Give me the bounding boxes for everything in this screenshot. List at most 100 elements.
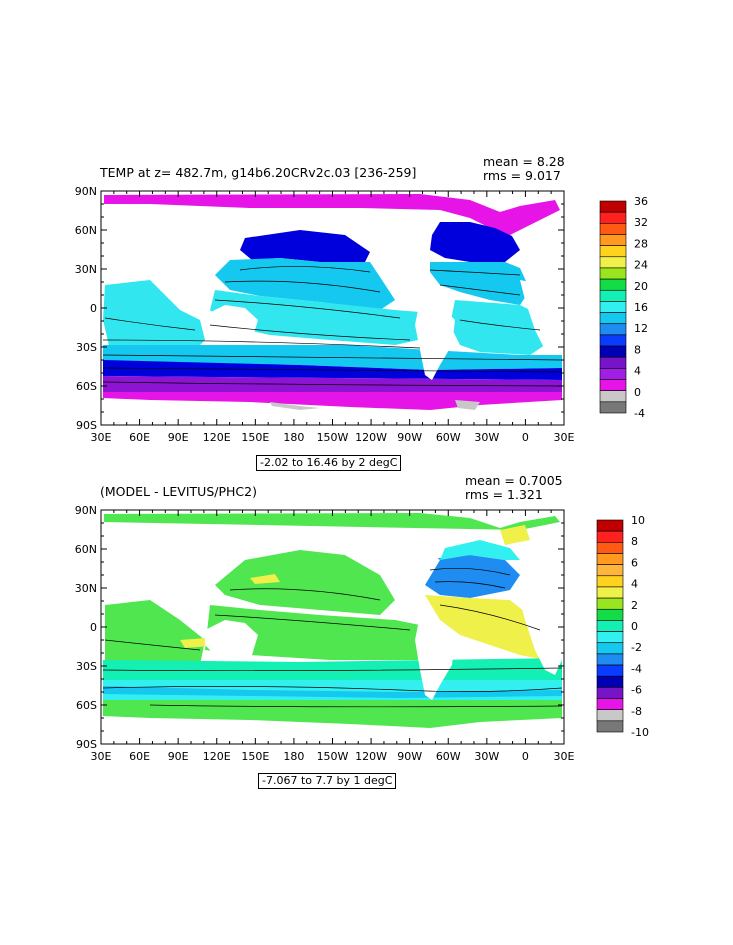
p2-tropical-pacific <box>205 605 420 660</box>
colorbar-swatch <box>599 289 627 302</box>
panel1-map <box>101 191 564 425</box>
lon-tick-label: 180 <box>283 750 304 763</box>
colorbar-swatch <box>599 234 627 246</box>
p2-indian-ocean <box>105 600 205 668</box>
colorbar-swatch <box>596 608 624 621</box>
p2-australia <box>205 620 258 660</box>
lat-tick-label: 60S <box>76 699 97 712</box>
panel1-mean: mean = 8.28 <box>483 154 565 169</box>
colorbar-label: 10 <box>631 514 645 527</box>
lon-tick-label: 90E <box>168 431 189 444</box>
colorbar-label: -10 <box>631 726 649 739</box>
lon-tick-label: 150E <box>241 750 269 763</box>
panel2-title: (MODEL - LEVITUS/PHC2) <box>100 484 257 499</box>
lat-tick-label: 90S <box>76 738 97 751</box>
colorbar-label: -8 <box>631 705 642 718</box>
lon-tick-label: 30W <box>474 750 499 763</box>
colorbar-swatch <box>599 267 627 280</box>
colorbar-label: 2 <box>631 599 638 612</box>
lat-tick-label: 60S <box>76 380 97 393</box>
lon-tick-label: 60E <box>129 431 150 444</box>
lat-tick-label: 60N <box>75 543 97 556</box>
colorbar-swatch <box>599 256 627 269</box>
lat-tick-label: 90N <box>75 504 97 517</box>
p1-antarctic-gray <box>270 402 320 410</box>
colorbar-label: -6 <box>631 684 642 697</box>
lon-tick-label: 180 <box>283 431 304 444</box>
colorbar-label: -2 <box>631 641 642 654</box>
panel1-colorbar: 36 32 28 24 20 16 12 8 4 0 -4 <box>599 195 648 420</box>
p2-atlantic-warm <box>425 595 545 660</box>
colorbar-label: 0 <box>631 620 638 633</box>
lon-tick-label: 30E <box>91 750 112 763</box>
colorbar-label: -4 <box>631 662 642 675</box>
lon-tick-label: 150W <box>317 750 349 763</box>
colorbar-swatch <box>599 301 627 313</box>
p2-africa <box>520 600 562 675</box>
colorbar-swatch <box>599 200 627 213</box>
lon-tick-label: 0 <box>522 750 529 763</box>
panel2-map <box>101 510 564 744</box>
colorbar-swatch <box>599 211 627 224</box>
colorbar-label: -4 <box>634 407 645 420</box>
p1-north-pacific-deep <box>240 230 370 262</box>
colorbar-swatch <box>599 323 627 336</box>
lat-tick-label: 90N <box>75 185 97 198</box>
lon-tick-label: 90W <box>397 750 422 763</box>
colorbar-swatch <box>596 553 624 565</box>
p1-australia <box>205 305 258 345</box>
colorbar-swatch <box>599 379 627 391</box>
panel1-rms: rms = 9.017 <box>483 168 561 183</box>
colorbar-swatch <box>596 687 624 699</box>
lat-tick-label: 30S <box>76 660 97 673</box>
lon-tick-label: 60W <box>436 431 461 444</box>
colorbar-swatch <box>596 642 624 655</box>
p2-south-band-colder <box>103 686 562 698</box>
panel2-mean: mean = 0.7005 <box>465 473 563 488</box>
p2-arctic-band <box>104 513 560 530</box>
colorbar-label: 28 <box>634 237 648 250</box>
panel2-contour-note: -7.067 to 7.7 by 1 degC <box>258 773 397 790</box>
lat-tick-label: 30N <box>75 263 97 276</box>
colorbar-swatch <box>596 620 624 632</box>
p2-warm-patch-4 <box>500 525 530 545</box>
colorbar-label: 4 <box>634 365 641 378</box>
p1-south-america <box>415 300 455 380</box>
colorbar-label: 20 <box>634 280 648 293</box>
p2-contours <box>102 568 563 708</box>
p1-tropical-pacific <box>210 290 420 345</box>
p1-north-atlantic-mid <box>430 262 530 305</box>
colorbar-swatch <box>599 278 627 291</box>
colorbar-label: 4 <box>631 578 638 591</box>
lon-tick-label: 120W <box>355 431 387 444</box>
panel2-colorbar: 10 8 6 4 2 0 -2 -4 -6 -8 -10 <box>596 514 649 739</box>
p2-south-america <box>415 615 455 700</box>
colorbar-swatch <box>599 312 627 325</box>
p2-north-atlantic-cold <box>420 555 520 598</box>
colorbar-swatch <box>596 542 624 554</box>
colorbar-swatch <box>596 698 624 710</box>
p2-north-america <box>345 540 440 600</box>
p1-africa <box>520 280 562 355</box>
lon-tick-label: 30E <box>554 431 575 444</box>
colorbar-swatch <box>599 223 627 235</box>
lat-tick-label: 90S <box>76 419 97 432</box>
lat-tick-label: 0 <box>90 621 97 634</box>
colorbar-swatch <box>596 664 624 677</box>
colorbar-swatch <box>596 564 624 577</box>
colorbar-swatch <box>599 245 627 258</box>
colorbar-label: 0 <box>634 386 641 399</box>
colorbar-swatch <box>596 720 624 733</box>
p1-north-pacific-mid <box>215 258 395 310</box>
p1-southern-ocean <box>103 376 562 392</box>
lon-tick-label: 120E <box>203 750 231 763</box>
panel1-title: TEMP at z= 482.7m, g14b6.20CRv2c.03 [236… <box>100 165 417 180</box>
colorbar-swatch <box>599 334 627 347</box>
lon-tick-label: 0 <box>522 431 529 444</box>
lat-tick-label: 60N <box>75 224 97 237</box>
colorbar-swatch <box>596 709 624 722</box>
lat-tick-label: 30N <box>75 582 97 595</box>
lon-tick-label: 30W <box>474 431 499 444</box>
